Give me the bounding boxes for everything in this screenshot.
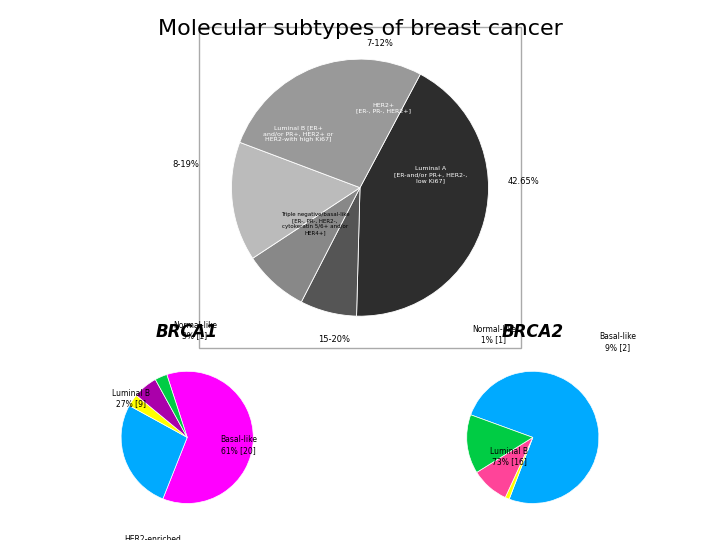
Wedge shape [136,380,187,437]
Title: BRCA2: BRCA2 [502,323,564,341]
Text: Luminal A
3% [1]: Luminal A 3% [1] [0,539,1,540]
Text: HER2+
[ER-, PR-, HER2+]: HER2+ [ER-, PR-, HER2+] [356,103,410,113]
Wedge shape [240,59,420,187]
Text: Normal-like
3% [1]: Normal-like 3% [1] [173,321,217,340]
Text: HER2-enriched
6% [2]: HER2-enriched 6% [2] [124,535,181,540]
Text: Triple negative/basal-like
[ER-, PR-, HER2-,
cytokeratin 5/6+ and/or
HER4+]: Triple negative/basal-like [ER-, PR-, HE… [281,212,349,235]
Wedge shape [156,375,187,437]
Text: Luminal B
27% [9]: Luminal B 27% [9] [112,389,150,408]
Text: 7-12%: 7-12% [366,39,392,48]
Wedge shape [301,187,360,316]
Wedge shape [356,74,488,316]
Text: 15-20%: 15-20% [318,335,351,344]
Wedge shape [232,143,360,258]
Text: Luminal B
73% [16]: Luminal B 73% [16] [490,447,528,467]
Text: Molecular subtypes of breast cancer: Molecular subtypes of breast cancer [158,19,562,39]
Title: BRCA1: BRCA1 [156,323,218,341]
Wedge shape [130,395,187,437]
Text: Basal-like
61% [20]: Basal-like 61% [20] [220,435,257,455]
Wedge shape [121,406,187,499]
Wedge shape [467,415,533,472]
Text: Luminal A
14% [3]: Luminal A 14% [3] [0,539,1,540]
Text: Luminal B [ER+
and/or PR+, HER2+ or
HER2-with high Ki67]: Luminal B [ER+ and/or PR+, HER2+ or HER2… [264,125,333,142]
Text: Normal-like
1% [1]: Normal-like 1% [1] [472,325,516,344]
Text: 8-19%: 8-19% [173,160,199,169]
Wedge shape [163,372,253,503]
Text: 42.65%: 42.65% [508,177,539,186]
Wedge shape [471,372,599,503]
Text: Luminal A
[ER-and/or PR+, HER2-,
low Ki67]: Luminal A [ER-and/or PR+, HER2-, low Ki6… [394,166,467,183]
Wedge shape [253,187,360,302]
Wedge shape [505,437,533,499]
Text: Basal-like
9% [2]: Basal-like 9% [2] [599,333,636,352]
Wedge shape [477,437,533,497]
